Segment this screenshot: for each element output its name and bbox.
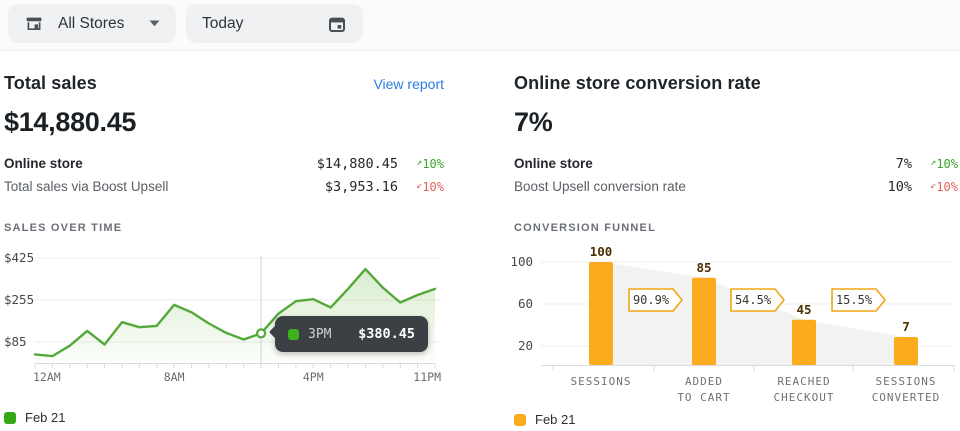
store-selector-button[interactable]: All Stores [8, 4, 176, 43]
trend-down-arrow-icon: ↙ [930, 179, 937, 191]
metric-row: Boost Upsell conversion rate 10% ↙10% [514, 175, 958, 198]
conversion-funnel-chart[interactable]: 100 60 20 100 85 45 7 90.9% 54.5% 15.5% SESSIONS AD… [510, 244, 955, 408]
conversion-rate-value: 7% [514, 107, 553, 137]
date-selector-label: Today [202, 14, 244, 32]
metric-row: Online store $14,880.45 ↗10% [4, 152, 444, 175]
metric-row: Online store 7% ↗10% [514, 152, 958, 175]
svg-text:$255: $255 [4, 292, 34, 307]
tooltip-time: 3PM [308, 326, 332, 342]
conversion-rate-panel: Online store conversion rate 7% Online s… [480, 73, 960, 427]
sales-chart-legend: Feb 21 [4, 410, 444, 425]
svg-text:54.5%: 54.5% [735, 293, 772, 307]
total-sales-value: $14,880.45 [4, 107, 137, 137]
svg-text:SESSIONS: SESSIONS [876, 375, 937, 388]
metric-label: Online store [514, 156, 593, 171]
store-selector-label: All Stores [58, 14, 125, 32]
svg-text:100: 100 [510, 254, 533, 269]
svg-text:4PM: 4PM [303, 370, 324, 384]
svg-text:$425: $425 [4, 250, 34, 265]
funnel-chart-area: 100 60 20 100 85 45 7 90.9% 54.5% 15.5% SESSIONS AD… [510, 244, 958, 408]
svg-text:TO CART: TO CART [677, 391, 730, 404]
calendar-icon [327, 14, 347, 34]
metric-label: Total sales via Boost Upsell [4, 179, 169, 194]
legend-swatch-green [4, 411, 16, 424]
date-selector-button[interactable]: Today [186, 4, 363, 43]
metric-label: Online store [4, 156, 83, 171]
legend-label: Feb 21 [25, 410, 66, 425]
funnel-chart-legend: Feb 21 [514, 412, 958, 427]
sales-over-time-title: SALES OVER TIME [4, 222, 123, 234]
svg-text:90.9%: 90.9% [633, 293, 670, 307]
total-sales-title: Total sales [4, 73, 97, 93]
svg-text:SESSIONS: SESSIONS [571, 375, 632, 388]
metric-change: ↗10% [416, 156, 444, 171]
svg-text:ADDED: ADDED [685, 375, 723, 388]
conversion-funnel-title: CONVERSION FUNNEL [514, 222, 657, 234]
view-report-link[interactable]: View report [373, 76, 444, 92]
metric-change: ↙10% [416, 179, 444, 194]
tooltip-series-swatch [288, 328, 299, 340]
metric-row: Total sales via Boost Upsell $3,953.16 ↙… [4, 175, 444, 198]
metric-change: ↗10% [930, 156, 958, 171]
svg-text:15.5%: 15.5% [836, 293, 873, 307]
svg-text:$85: $85 [4, 334, 27, 349]
conversion-rate-title: Online store conversion rate [514, 73, 761, 93]
store-icon [24, 14, 44, 34]
svg-text:CHECKOUT: CHECKOUT [774, 391, 835, 404]
metric-value: 7% [895, 155, 912, 172]
dashboard-content: Total sales View report $14,880.45 Onlin… [0, 51, 960, 427]
sales-chart-area: $425 $255 $85 12AM 8AM 4PM 11PM 3PM $380.45 [4, 250, 444, 396]
svg-text:85: 85 [696, 260, 711, 275]
metric-value: $3,953.16 [324, 178, 398, 195]
topbar: All Stores Today [0, 0, 960, 51]
metric-label: Boost Upsell conversion rate [514, 179, 686, 194]
conversion-metrics: Online store 7% ↗10% Boost Upsell conver… [514, 152, 958, 198]
svg-text:11PM: 11PM [413, 370, 441, 384]
svg-text:7: 7 [902, 319, 910, 334]
legend-swatch-orange [514, 413, 526, 426]
legend-label: Feb 21 [535, 412, 576, 427]
svg-text:REACHED: REACHED [777, 375, 830, 388]
svg-text:45: 45 [796, 302, 811, 317]
svg-text:100: 100 [590, 244, 613, 259]
trend-up-arrow-icon: ↗ [416, 156, 423, 168]
metric-value: 10% [887, 178, 912, 195]
svg-text:60: 60 [518, 296, 533, 311]
total-sales-metrics: Online store $14,880.45 ↗10% Total sales… [4, 152, 444, 198]
trend-up-arrow-icon: ↗ [930, 156, 937, 168]
svg-text:12AM: 12AM [33, 370, 61, 384]
tooltip-value: $380.45 [358, 326, 415, 342]
svg-text:8AM: 8AM [164, 370, 185, 384]
chart-tooltip: 3PM $380.45 [275, 316, 428, 352]
chevron-down-icon [149, 20, 160, 27]
svg-text:20: 20 [518, 338, 533, 353]
svg-text:CONVERTED: CONVERTED [872, 391, 941, 404]
trend-down-arrow-icon: ↙ [416, 179, 423, 191]
total-sales-panel: Total sales View report $14,880.45 Onlin… [4, 73, 480, 427]
metric-change: ↙10% [930, 179, 958, 194]
metric-value: $14,880.45 [316, 155, 398, 172]
